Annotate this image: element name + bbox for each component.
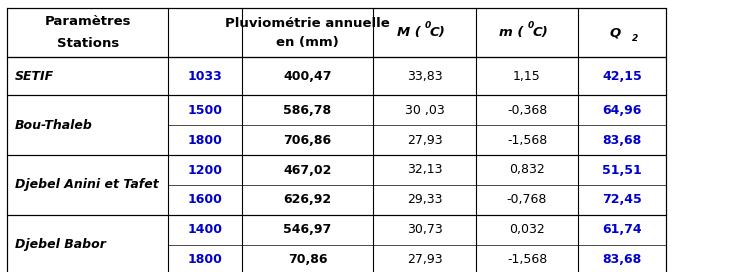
Text: 72,45: 72,45 — [602, 193, 642, 206]
Text: 51,51: 51,51 — [602, 163, 642, 177]
Text: C): C) — [430, 26, 446, 39]
Text: M (: M ( — [397, 26, 421, 39]
Text: 83,68: 83,68 — [602, 253, 642, 266]
Bar — [7, 95, 666, 155]
Text: 1400: 1400 — [187, 223, 223, 236]
Text: 1033: 1033 — [187, 70, 223, 83]
Text: 83,68: 83,68 — [602, 134, 642, 147]
Text: Paramètres: Paramètres — [45, 16, 131, 28]
Text: 27,93: 27,93 — [407, 253, 442, 266]
Text: 626,92: 626,92 — [283, 193, 332, 206]
Text: 400,47: 400,47 — [283, 70, 332, 83]
Text: Djebel Anini et Tafet: Djebel Anini et Tafet — [15, 178, 158, 191]
Text: 1800: 1800 — [187, 253, 223, 266]
Text: Stations: Stations — [56, 37, 119, 50]
Text: 1500: 1500 — [187, 104, 223, 117]
Text: 0: 0 — [528, 21, 534, 30]
Text: 1,15: 1,15 — [513, 70, 541, 83]
Bar — [7, 8, 666, 57]
Bar — [7, 57, 666, 95]
Text: 27,93: 27,93 — [407, 134, 442, 147]
Bar — [7, 155, 666, 215]
Text: 1600: 1600 — [187, 193, 223, 206]
Bar — [7, 215, 666, 272]
Text: 30 ,03: 30 ,03 — [405, 104, 444, 117]
Text: -1,568: -1,568 — [507, 134, 547, 147]
Text: -0,368: -0,368 — [507, 104, 547, 117]
Text: 32,13: 32,13 — [407, 163, 442, 177]
Text: 1200: 1200 — [187, 163, 223, 177]
Text: Q: Q — [609, 26, 621, 39]
Text: 64,96: 64,96 — [602, 104, 642, 117]
Text: 0,832: 0,832 — [509, 163, 545, 177]
Text: 33,83: 33,83 — [407, 70, 442, 83]
Text: 586,78: 586,78 — [283, 104, 332, 117]
Text: en (mm): en (mm) — [276, 36, 339, 49]
Text: 467,02: 467,02 — [283, 163, 332, 177]
Text: 30,73: 30,73 — [407, 223, 442, 236]
Text: Djebel Babor: Djebel Babor — [15, 238, 105, 251]
Text: 1800: 1800 — [187, 134, 223, 147]
Text: Pluviométrie annuelle: Pluviométrie annuelle — [225, 17, 390, 30]
Text: 0,032: 0,032 — [509, 223, 545, 236]
Text: 2: 2 — [632, 33, 638, 43]
Text: 29,33: 29,33 — [407, 193, 442, 206]
Text: m (: m ( — [499, 26, 523, 39]
Text: C): C) — [532, 26, 548, 39]
Text: -0,768: -0,768 — [507, 193, 548, 206]
Text: SETIF: SETIF — [15, 70, 53, 83]
Text: -1,568: -1,568 — [507, 253, 547, 266]
Text: Bou-Thaleb: Bou-Thaleb — [15, 119, 92, 132]
Text: 61,74: 61,74 — [602, 223, 642, 236]
Text: 0: 0 — [425, 21, 431, 30]
Text: 70,86: 70,86 — [288, 253, 327, 266]
Text: 706,86: 706,86 — [283, 134, 332, 147]
Text: 546,97: 546,97 — [283, 223, 332, 236]
Text: 42,15: 42,15 — [602, 70, 642, 83]
